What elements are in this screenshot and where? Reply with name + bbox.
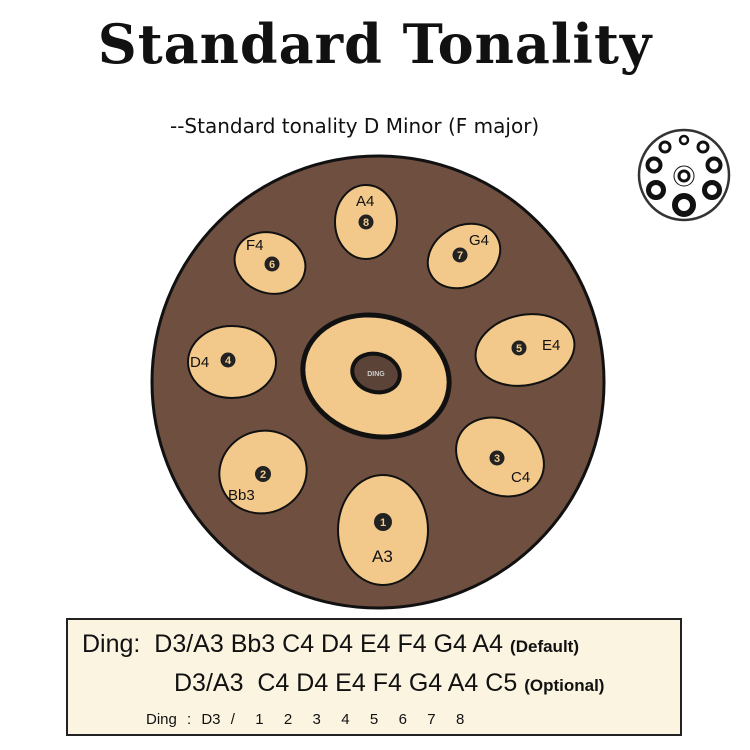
page-title: Standard Tonality: [97, 12, 653, 76]
pad-note: F4: [246, 237, 264, 254]
subtitle: --Standard tonality D Minor (F major): [170, 114, 540, 138]
legend-default-row: Ding: D3/A3 Bb3 C4 D4 E4 F4 G4 A4 (Defau…: [82, 630, 579, 659]
pad-number: 7: [457, 250, 463, 262]
pad-note: D4: [190, 354, 209, 371]
ding-pad[interactable]: DING: [289, 299, 463, 453]
pad-note: Bb3: [228, 487, 255, 504]
pad-note: E4: [542, 337, 560, 354]
pad-number: 1: [380, 517, 386, 529]
pad-5[interactable]: E4 5: [469, 305, 581, 394]
pad-number: 3: [494, 453, 500, 465]
default-notes: D3/A3 Bb3 C4 D4 E4 F4 G4 A4: [154, 630, 504, 658]
pad-number: 6: [269, 259, 275, 271]
handpan-top-view-icon: [637, 128, 731, 222]
pad-2[interactable]: Bb3 2: [208, 418, 319, 525]
pad-note: A3: [372, 547, 393, 566]
pad-3[interactable]: C4 3: [442, 402, 559, 512]
optional-notes: D3/A3 C4 D4 E4 F4 G4 A4 C5: [174, 669, 518, 697]
legend-optional-row: D3/A3 C4 D4 E4 F4 G4 A4 C5 (Optional): [174, 669, 604, 698]
notes-legend-box: Ding: D3/A3 Bb3 C4 D4 E4 F4 G4 A4 (Defau…: [66, 618, 682, 736]
pad-note: A4: [356, 193, 374, 210]
pad-note: C4: [511, 469, 530, 486]
optional-tag: (Optional): [524, 676, 605, 695]
pad-4[interactable]: D4 4: [187, 325, 277, 399]
pad-6[interactable]: F4 6: [226, 222, 314, 303]
pad-note: G4: [469, 232, 489, 249]
ding-label: DING: [367, 371, 385, 378]
pad-7[interactable]: G4 7: [416, 211, 512, 301]
pad-number: 2: [260, 469, 266, 481]
ding-prefix: Ding:: [82, 630, 141, 658]
pad-number: 8: [363, 217, 369, 229]
pad-1[interactable]: 1 A3: [337, 474, 429, 586]
default-tag: (Default): [510, 637, 579, 656]
pad-number: 5: [516, 343, 522, 355]
legend-numbering-row: Ding : D3 / 1 2 3 4 5 6 7 8: [146, 711, 465, 728]
pad-8[interactable]: A4 8: [334, 184, 398, 260]
pad-number: 4: [225, 355, 232, 367]
